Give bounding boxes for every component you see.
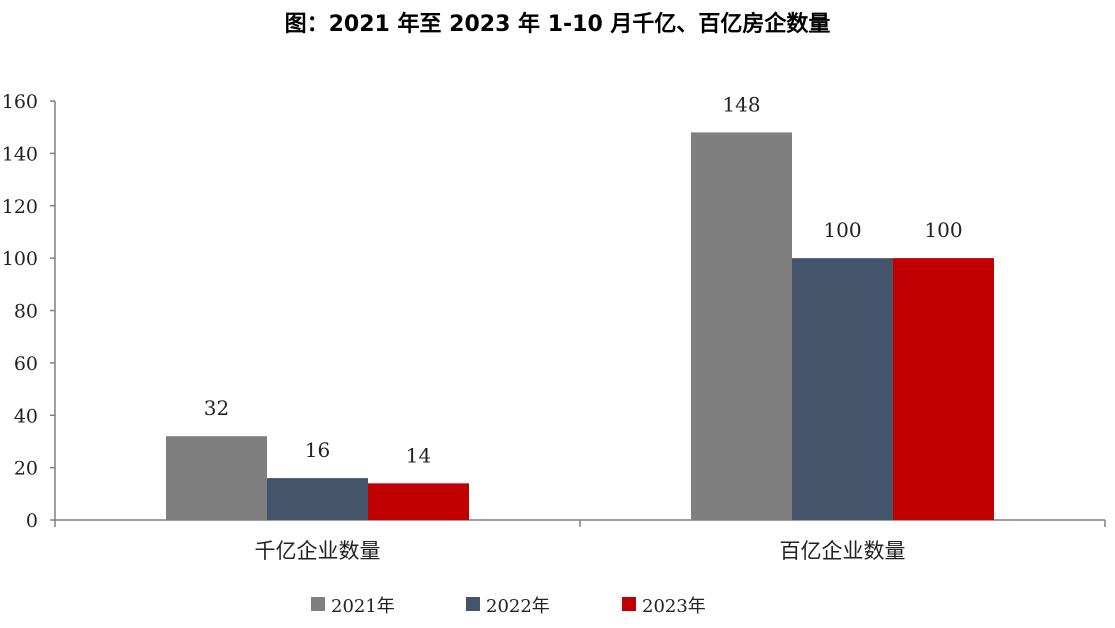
data-label: 100: [924, 218, 962, 242]
y-tick-label: 160: [2, 91, 38, 113]
bars: [166, 132, 994, 521]
data-label: 14: [406, 443, 431, 467]
y-tick-label: 0: [26, 510, 38, 532]
y-tick-label: 20: [14, 458, 38, 480]
legend-swatch: [622, 597, 636, 611]
data-label: 16: [305, 438, 330, 462]
data-label: 32: [204, 396, 229, 420]
legend-label: 2023年: [642, 596, 706, 617]
x-category-label: 百亿企业数量: [780, 539, 906, 563]
y-tick-label: 60: [14, 353, 38, 375]
bar: [792, 258, 893, 520]
bar: [893, 258, 994, 520]
x-category-label: 千亿企业数量: [255, 539, 381, 563]
legend-swatch: [311, 597, 325, 611]
y-tick-label: 140: [2, 143, 38, 165]
data-label: 148: [722, 92, 760, 116]
chart-title: 图：2021 年至 2023 年 1-10 月千亿、百亿房企数量: [284, 12, 831, 37]
bar: [691, 132, 792, 521]
legend-label: 2021年: [331, 596, 395, 617]
bar: [267, 478, 368, 520]
y-tick-label: 100: [2, 248, 38, 270]
legend-swatch: [466, 597, 480, 611]
data-label: 100: [823, 218, 861, 242]
y-tick-label: 40: [14, 405, 38, 427]
y-tick-label: 120: [2, 196, 38, 218]
bar: [368, 483, 469, 520]
legend: 2021年 2022年 2023年: [311, 596, 706, 617]
bar: [166, 436, 267, 520]
data-labels: 32 16 14 148 100 100: [204, 92, 963, 467]
legend-label: 2022年: [486, 596, 550, 617]
y-tick-label: 80: [14, 301, 38, 323]
